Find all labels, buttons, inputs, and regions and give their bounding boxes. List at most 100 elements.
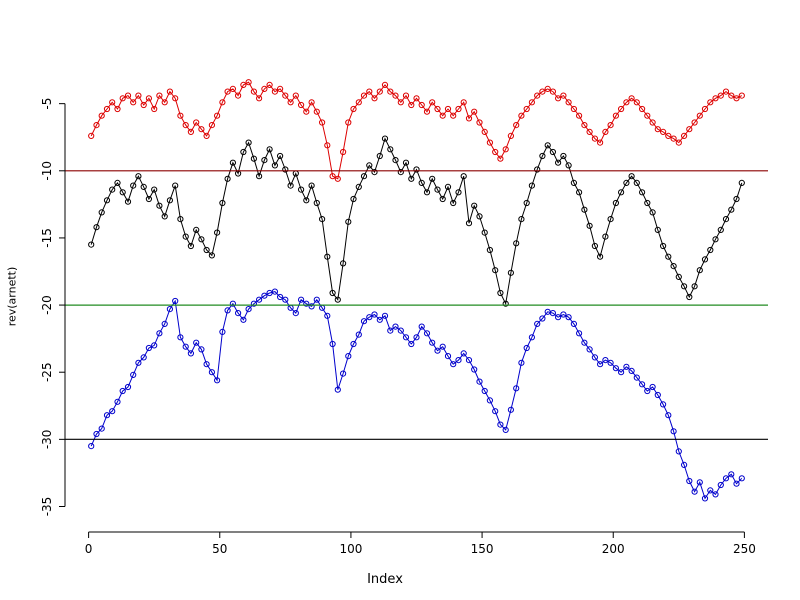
data-point-red: [544, 85, 551, 93]
data-point-red: [193, 119, 200, 126]
data-point-blue: [355, 331, 362, 338]
data-point-blue: [612, 365, 620, 372]
data-point-black: [623, 179, 630, 186]
data-point-blue: [303, 300, 310, 307]
data-point-blue: [722, 475, 730, 482]
data-point-red: [528, 99, 536, 106]
data-point-black: [366, 162, 373, 169]
data-point-red: [434, 105, 441, 113]
data-point-black: [308, 182, 315, 189]
data-point-black: [492, 267, 499, 274]
data-point-black: [219, 199, 226, 207]
data-point-black: [429, 175, 436, 182]
data-point-black: [103, 197, 111, 204]
data-point-red: [534, 92, 541, 99]
data-point-red: [413, 95, 420, 102]
x-axis-title: Index: [367, 572, 403, 587]
data-point-blue: [570, 320, 578, 327]
data-point-red: [240, 81, 247, 89]
data-point-black: [507, 269, 514, 276]
data-point-blue: [418, 323, 425, 330]
data-point-red: [266, 81, 273, 89]
data-point-blue: [523, 344, 530, 352]
y-tick-label: -35: [40, 497, 54, 517]
data-point-black: [618, 189, 625, 196]
data-point-black: [497, 289, 504, 297]
data-point-blue: [681, 461, 688, 468]
data-point-blue: [539, 315, 546, 322]
data-point-black: [124, 198, 132, 205]
data-point-red: [360, 92, 368, 99]
y-tick-label: -15: [40, 228, 54, 248]
data-point-black: [229, 159, 236, 166]
data-point-red: [722, 88, 730, 95]
data-point-red: [570, 105, 578, 113]
data-point-black: [140, 183, 147, 190]
data-point-blue: [607, 359, 614, 366]
data-point-black: [208, 252, 215, 259]
data-point-red: [738, 92, 745, 99]
data-point-blue: [130, 371, 137, 378]
data-point-blue: [591, 354, 599, 361]
data-point-red: [345, 119, 352, 126]
data-point-blue: [387, 327, 394, 334]
data-point-red: [208, 122, 215, 129]
data-point-red: [455, 105, 462, 113]
data-point-blue: [308, 303, 315, 310]
data-point-red: [224, 88, 231, 95]
data-point-black: [612, 199, 620, 207]
data-point-red: [402, 92, 410, 99]
data-point-blue: [340, 370, 347, 377]
data-point-black: [534, 166, 541, 173]
data-point-black: [319, 216, 326, 223]
data-point-red: [151, 105, 158, 113]
data-point-black: [444, 183, 452, 190]
data-point-black: [98, 209, 105, 216]
data-point-blue: [481, 387, 488, 395]
x-tick-label: 200: [602, 542, 625, 556]
data-point-red: [229, 85, 236, 93]
data-point-blue: [628, 367, 635, 374]
data-point-blue: [392, 323, 399, 330]
data-point-black: [649, 209, 656, 216]
data-point-red: [261, 85, 268, 93]
data-point-black: [701, 256, 709, 263]
data-point-red: [392, 92, 399, 99]
data-point-black: [423, 189, 431, 196]
x-tick-label: 150: [471, 542, 494, 556]
data-point-black: [166, 197, 173, 204]
data-point-blue: [733, 480, 740, 487]
data-point-black: [712, 236, 719, 243]
data-point-blue: [423, 330, 431, 337]
data-point-blue: [376, 316, 383, 323]
data-point-blue: [581, 339, 588, 346]
data-point-red: [235, 92, 242, 99]
data-point-blue: [728, 471, 735, 478]
data-point-blue: [439, 343, 446, 350]
data-point-black: [733, 195, 740, 203]
series-line-blue: [90, 291, 743, 500]
series-line-black: [90, 137, 743, 306]
data-point-blue: [660, 401, 667, 408]
data-point-black: [397, 169, 404, 176]
data-point-red: [219, 99, 226, 106]
x-tick-label: 50: [212, 542, 227, 556]
data-point-black: [639, 189, 646, 196]
data-point-red: [450, 112, 457, 119]
data-point-black: [240, 148, 247, 156]
data-point-red: [607, 122, 614, 129]
data-point-red: [114, 105, 121, 113]
data-point-blue: [177, 334, 184, 341]
data-point-red: [623, 99, 630, 106]
data-point-black: [450, 199, 457, 207]
data-point-red: [334, 175, 341, 182]
data-point-red: [733, 95, 740, 102]
data-point-blue: [565, 314, 572, 321]
data-point-black: [691, 283, 698, 290]
data-point-red: [639, 105, 646, 113]
data-point-black: [156, 202, 163, 209]
data-point-blue: [633, 374, 640, 381]
data-point-black: [696, 267, 703, 274]
x-tick-label: 250: [733, 542, 756, 556]
